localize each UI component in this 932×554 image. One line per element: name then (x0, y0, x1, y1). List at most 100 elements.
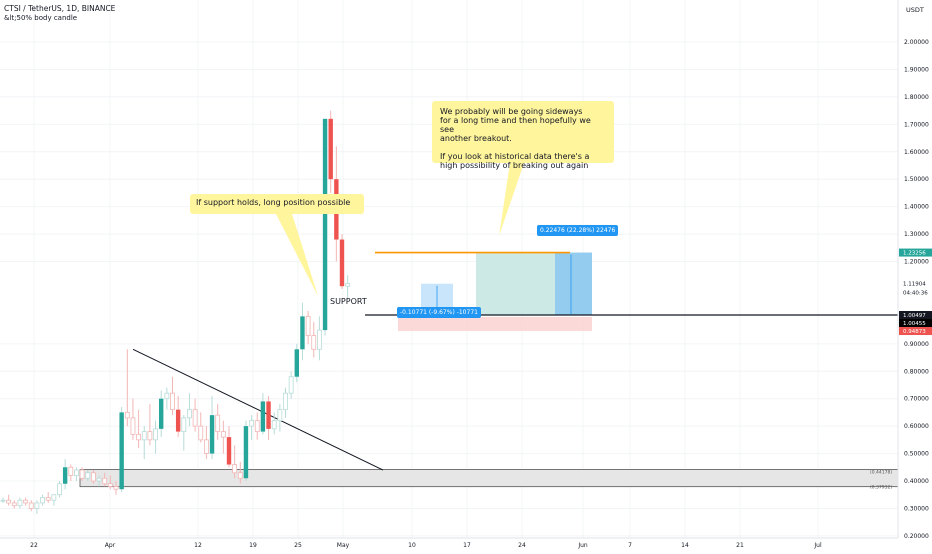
candle-body (203, 439, 209, 454)
candle-body (40, 497, 45, 504)
candle-body (74, 469, 79, 476)
candle-body (328, 118, 333, 180)
price-tick-label: 1.30000 (904, 231, 929, 238)
candle-body (124, 412, 130, 419)
time-tick-label: Jun (577, 542, 588, 549)
candle-body (136, 433, 142, 441)
candle-body (209, 415, 215, 454)
candle-body (119, 412, 124, 490)
candle-body (260, 401, 266, 432)
price-tick-label: 0.70000 (904, 396, 929, 403)
grid-lines (0, 0, 898, 538)
candle-body (192, 409, 198, 427)
candle-body (11, 502, 17, 507)
time-axis[interactable]: 22 Apr 12 19 25 May 10 17 24 Jun 7 14 21 Jul (0, 537, 898, 549)
price-tag-text: 1.11904 (903, 282, 926, 288)
price-tick-label: 1.80000 (904, 94, 929, 101)
zone-top-label: (0.44178) (870, 470, 892, 476)
price-axis[interactable]: USDT 2.00000 1.90000 1.80000 1.70000 1.60000 1… (897, 0, 932, 540)
candle-body (113, 486, 119, 490)
note-support[interactable]: If support holds, long position possible (190, 194, 364, 214)
candle-body (62, 467, 68, 484)
price-tag-text: 1.23256 (903, 251, 926, 257)
time-tick-label: Jul (813, 542, 822, 549)
price-tick-label: 0.40000 (904, 478, 929, 485)
price-tag-text: 04:40:36 (903, 291, 928, 297)
candle-body (28, 502, 34, 509)
time-tick-label: 21 (736, 542, 744, 549)
candle-body (159, 398, 164, 429)
candle-body (23, 499, 29, 504)
price-tag-bg (899, 327, 932, 336)
candle-body (266, 401, 271, 429)
price-tag-bg (899, 311, 932, 320)
price-tick-label: 1.50000 (904, 176, 929, 183)
candle-body (322, 118, 328, 331)
note-outlook-text-1: We probably will be going sideways for a… (440, 107, 591, 143)
time-tick-label: 19 (249, 542, 257, 549)
note-outlook[interactable]: We probably will be going sideways for a… (432, 101, 614, 170)
candle-body (294, 349, 299, 377)
drawings: (0.44178) (0.37932) (79, 251, 899, 491)
stop-zone (398, 317, 592, 332)
candle-body (345, 283, 351, 287)
candle-body (141, 431, 147, 441)
candle-body (45, 497, 51, 501)
candle-body (215, 414, 221, 433)
candle-body (51, 494, 57, 501)
candle-body (311, 335, 317, 350)
candle-body (107, 483, 113, 487)
candle-body (170, 392, 175, 411)
candle-body (79, 469, 85, 479)
candle-body (277, 409, 283, 422)
price-tick-label: 0.50000 (904, 451, 929, 458)
note-outlook-text-2: If you look at historical data there's a… (440, 152, 590, 170)
candle-body (237, 472, 243, 479)
price-tick-label: 0.90000 (904, 341, 929, 348)
candle-body (147, 431, 153, 441)
price-tick-label: 1.70000 (904, 121, 929, 128)
note-support-text: If support holds, long position possible (196, 198, 351, 207)
price-tick-label: 0.30000 (904, 505, 929, 512)
symbol-title: CTSI / TetherUS, 1D, BINANCE (4, 4, 116, 13)
candle-body (85, 472, 91, 479)
candle-body (254, 420, 260, 433)
candle-body (0, 499, 6, 502)
measure-down-label: -0.10771 (-9.67%) -10771 (397, 307, 481, 318)
candle-body (226, 437, 232, 465)
time-tick-label: 17 (463, 542, 471, 549)
time-tick-label: 10 (408, 542, 416, 549)
time-tick-label: 22 (30, 542, 38, 549)
zone-bottom-label: (0.37932) (870, 485, 892, 491)
candle-body (243, 426, 249, 479)
candle-body (130, 417, 136, 435)
candle-body (198, 425, 204, 441)
price-tag-text: 1.00497 (903, 313, 926, 319)
candle-body (316, 329, 322, 350)
candle-body (153, 428, 158, 441)
time-tick-label: 25 (294, 542, 302, 549)
candle-body (305, 315, 311, 336)
price-tick-label: 2.00000 (904, 39, 929, 46)
price-tag-text: 1.00455 (903, 321, 926, 327)
candle-body (17, 499, 23, 507)
support-label: SUPPORT (330, 297, 367, 306)
candle-body (164, 392, 170, 400)
note-outlook-pointer (499, 163, 524, 236)
candle-body (283, 392, 288, 411)
candle-body (339, 239, 345, 287)
time-tick-label: May (337, 542, 350, 549)
candle-body (91, 472, 96, 482)
candle-body (300, 316, 305, 350)
candle-body (232, 464, 238, 474)
price-tick-label: 0.80000 (904, 368, 929, 375)
candle-body (249, 420, 255, 427)
projection-target-highlight (555, 252, 592, 316)
price-tick-label: 1.90000 (904, 66, 929, 73)
price-tick-label: 0.20000 (904, 533, 929, 540)
candle-body (187, 409, 192, 419)
candle-body (34, 502, 40, 509)
price-tick-label: 0.60000 (904, 423, 929, 430)
